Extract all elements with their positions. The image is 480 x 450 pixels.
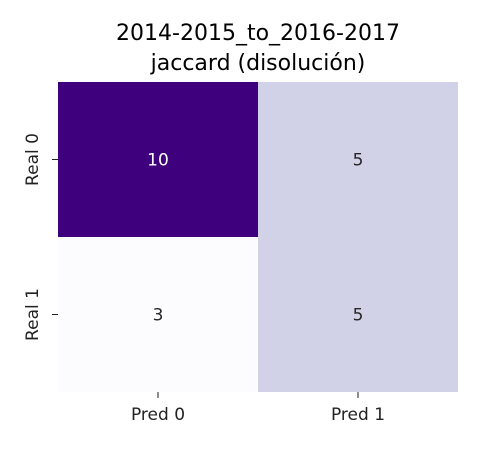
x-tick-label-0: Pred 0 (131, 405, 185, 425)
cell-value-r1-c0: 3 (153, 306, 164, 326)
heatmap-cells: 10 5 3 5 (58, 82, 458, 392)
y-tick-label-0: Real 0 (23, 133, 43, 186)
cell-value-r0-c1: 5 (353, 151, 364, 171)
heatmap-cell-r1-c0 (58, 237, 258, 392)
heatmap-cell-r1-c1 (258, 237, 458, 392)
heatmap-cell-r0-c1 (258, 82, 458, 237)
chart-title-line-1: 2014-2015_to_2016-2017 (116, 21, 400, 46)
chart-title-line-2: jaccard (disolución) (150, 51, 366, 76)
y-tick-label-1: Real 1 (23, 288, 43, 341)
cell-value-r1-c1: 5 (353, 306, 364, 326)
cell-value-r0-c0: 10 (147, 151, 169, 171)
heatmap-cell-r0-c0 (58, 82, 258, 237)
axis-ticks: Pred 0 Pred 1 Real 0 Real 1 (23, 133, 385, 425)
x-tick-label-1: Pred 1 (331, 405, 385, 425)
